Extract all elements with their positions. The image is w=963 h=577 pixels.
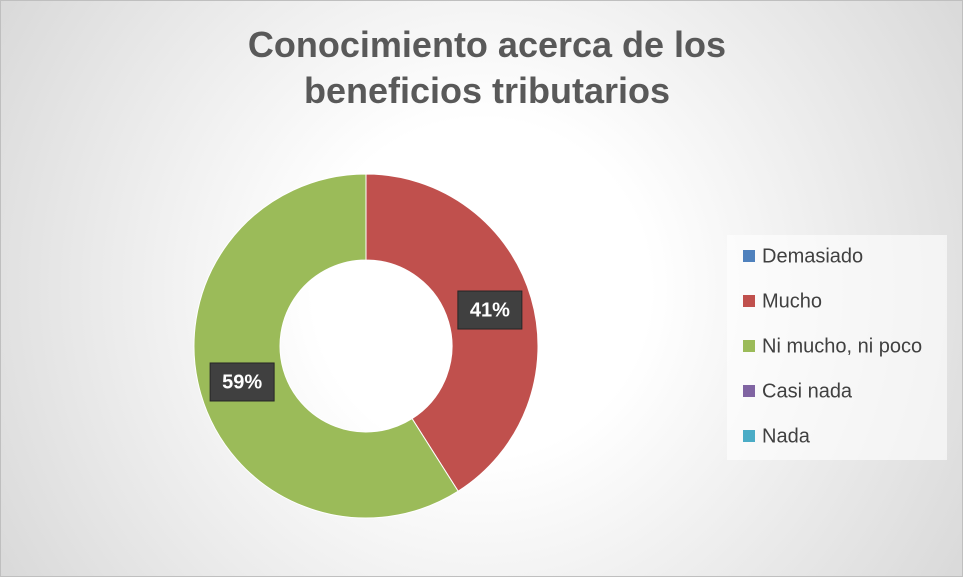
data-label: 59% [222,371,262,393]
legend-label: Demasiado [762,245,863,267]
legend-swatch [743,295,755,307]
data-label-box [209,362,275,402]
legend-label: Ni mucho, ni poco [762,335,922,357]
legend-swatch [743,340,755,352]
chart-title: Conocimiento acerca de los beneficios tr… [247,24,727,111]
legend-box [727,235,947,460]
legend-label: Nada [762,425,811,447]
legend-swatch [743,385,755,397]
data-label: 41% [470,299,510,321]
donut-slice [365,173,539,492]
legend-label: Mucho [762,290,822,312]
legend-swatch [743,430,755,442]
legend-swatch [743,250,755,262]
data-label-box [457,290,523,330]
donut-slice [193,173,459,519]
legend-label: Casi nada [762,380,853,402]
